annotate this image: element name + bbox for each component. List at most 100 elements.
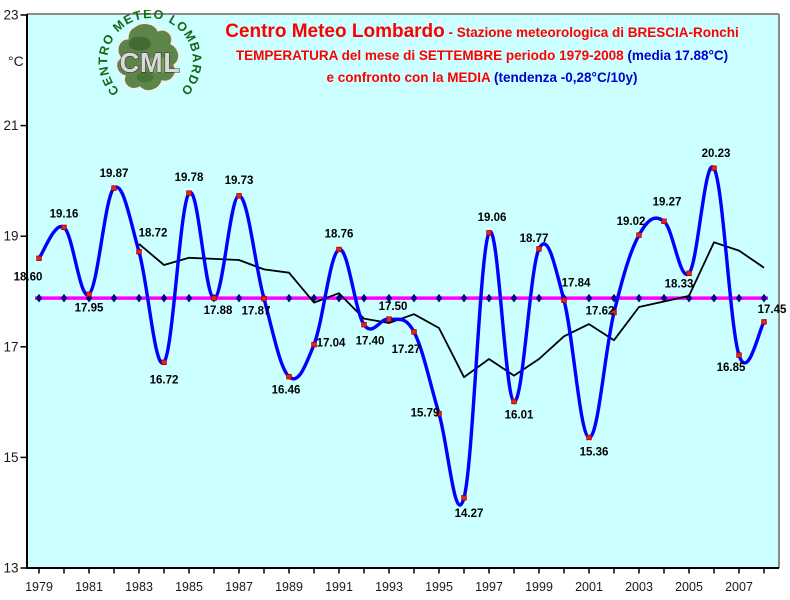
data-label: 16.01 [505,410,534,422]
data-point-marker [386,316,392,322]
data-point-marker [361,321,367,328]
data-point-marker [336,246,342,253]
map-texture-dark [128,36,152,51]
data-point-markers [36,165,767,501]
data-point-marker [661,218,667,224]
data-point-marker [36,255,42,261]
data-point-marker [86,291,92,297]
x-tick-label: 2007 [725,580,753,594]
mean-line-group [35,293,768,303]
data-label: 18.33 [665,278,694,290]
data-point-marker [511,398,517,405]
mean-line-marker [410,293,418,303]
data-label: 17.88 [204,305,233,317]
plot-background [27,14,779,568]
data-point-marker [236,193,242,199]
data-label: 17.27 [392,344,421,356]
x-tick-label: 2003 [625,580,653,594]
y-tick-label: 23 [3,8,18,23]
data-label: 16.72 [150,374,179,386]
x-tick-label: 1985 [175,580,203,594]
data-point-marker [561,297,567,303]
mean-line-marker [360,293,368,303]
data-label: 18.76 [325,228,354,240]
data-point-marker [411,329,417,335]
x-tick-label: 1997 [475,580,503,594]
data-point-marker [61,224,67,231]
org-title: Centro Meteo Lombardo [225,21,445,42]
data-point-marker [711,165,717,171]
data-label: 17.04 [317,338,346,350]
data-point-marker [736,352,742,358]
data-point-marker [486,230,492,236]
data-point-marker [311,341,317,348]
data-point-marker [436,410,442,417]
x-tick-label: 2005 [675,580,703,594]
data-label: 15.36 [580,446,609,458]
mean-line-marker [735,293,743,303]
title-line-2: TEMPERATURA del mese di SETTEMBRE period… [185,45,779,67]
data-point-marker [111,185,117,191]
data-label: 19.87 [100,168,129,180]
data-point-marker [186,190,192,196]
y-tick-label: 15 [3,450,18,465]
data-label: 16.85 [717,362,746,374]
mean-line-marker [510,293,518,303]
data-point-marker [586,434,592,441]
data-labels: 18.60 19.16 17.95 19.87 18.72 16.72 19.78 17.88… [14,148,787,520]
x-tick-label: 1999 [525,580,553,594]
mean-line-marker [585,293,593,303]
title-line-1: Centro Meteo Lombardo - Stazione meteoro… [185,19,779,45]
data-point-marker [261,295,267,302]
data-point-marker [611,309,617,316]
data-label: 19.06 [478,212,507,224]
mean-line-marker [485,293,493,303]
data-label: 17.45 [758,304,787,316]
mean-line-marker [160,293,168,303]
cml-logo-graphic: CENTRO METEO LOMBARDO CML [96,7,203,99]
running-mean-line [138,241,765,379]
data-label: 19.16 [50,208,79,220]
subtitle-confronto: e confronto con la MEDIA [326,70,495,85]
x-tick-label: 1981 [75,580,103,594]
subtitle-tendenza: (tendenza -0,28°C/10y) [494,70,638,85]
data-label: 15.79 [411,408,440,420]
data-point-marker [761,319,767,325]
cml-logo: CENTRO METEO LOMBARDO CML [93,7,207,116]
x-tick-label: 1991 [325,580,353,594]
data-label: 17.84 [562,277,591,289]
data-label: 20.23 [702,148,731,160]
mean-line-marker [135,293,143,303]
data-point-marker [686,270,692,276]
mean-line-marker [710,293,718,303]
x-tick-label: 1979 [25,580,53,594]
data-label: 17.87 [242,306,271,318]
data-label: 17.95 [75,302,104,314]
subtitle-media: (media 17.88°C) [627,48,729,63]
title-line-3: e confronto con la MEDIA (tendenza -0,28… [185,67,779,89]
data-point-marker [161,359,167,365]
y-tick-label: 19 [3,229,18,244]
x-tick-label: 1995 [425,580,453,594]
x-tick-label: 1983 [125,580,153,594]
x-tick-label: 1987 [225,580,253,594]
data-label: 16.46 [272,385,301,397]
map-texture-dark2 [136,72,154,83]
data-label: 19.02 [617,216,646,228]
data-point-marker [286,373,292,380]
data-label: 17.50 [379,301,408,313]
mean-line-marker [35,293,43,303]
mean-line-marker [460,293,468,303]
data-point-marker [461,495,467,501]
data-label: 18.77 [520,233,549,245]
mean-line-marker [760,293,768,303]
data-label: 17.40 [356,336,385,348]
data-label: 18.60 [14,271,43,283]
mean-line-marker [110,293,118,303]
y-axis-unit: °C [8,53,24,69]
mean-line-marker [435,293,443,303]
data-label: 19.73 [225,175,254,187]
data-point-marker [636,232,642,238]
x-tick-label: 1993 [375,580,403,594]
